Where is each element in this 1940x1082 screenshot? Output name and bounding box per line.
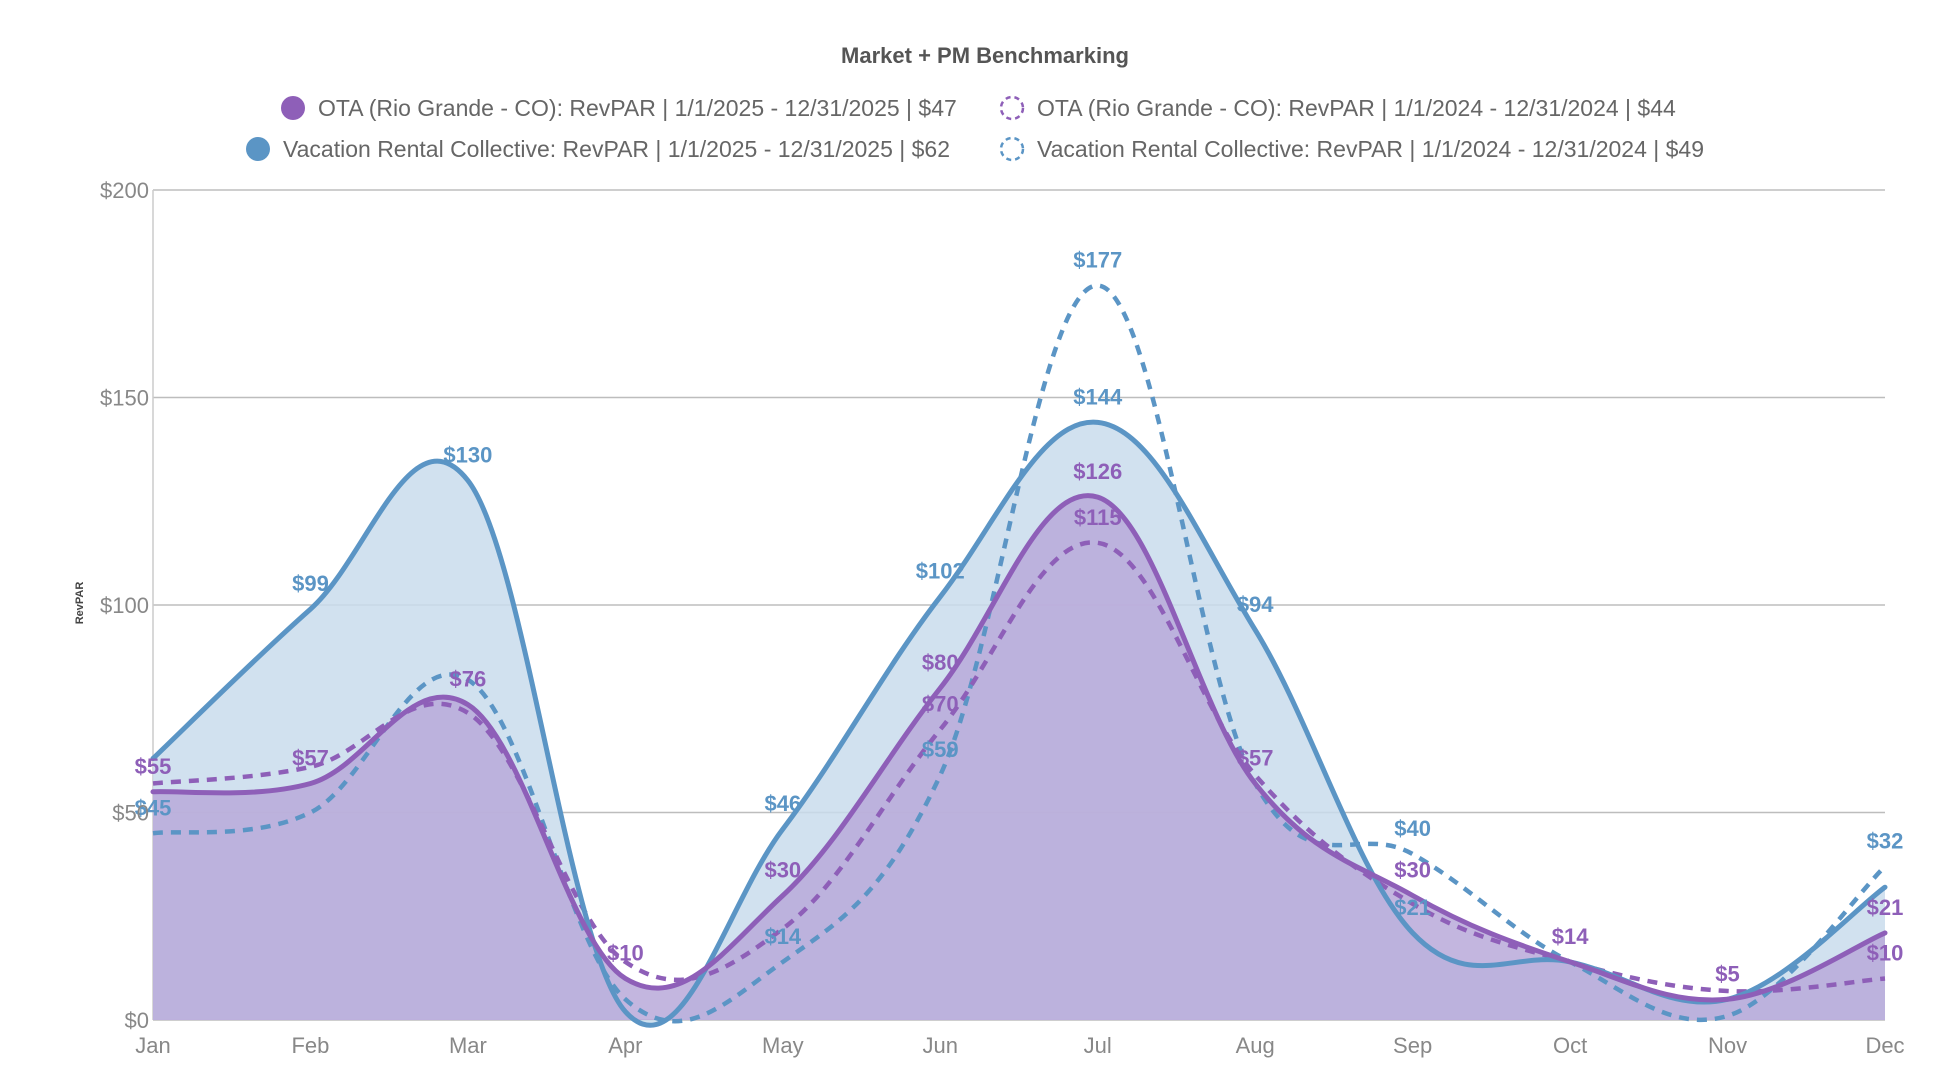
data-label: $94 [1237, 592, 1274, 617]
chart-title: Market + PM Benchmarking [841, 43, 1129, 68]
legend-item[interactable]: OTA (Rio Grande - CO): RevPAR | 1/1/2024… [999, 95, 1676, 121]
x-tick-label: Sep [1393, 1033, 1432, 1058]
area-layer [153, 422, 1885, 1026]
legend-marker [246, 137, 270, 161]
data-label: $10 [1867, 941, 1904, 966]
x-tick-label: Apr [608, 1033, 642, 1058]
x-tick-label: Jan [135, 1033, 170, 1058]
x-tick-label: Nov [1708, 1033, 1747, 1058]
data-label-layer: $45 $14 $59 $177 $40 $32 $99 $130 $46 $102 $144 $94… [135, 247, 1904, 986]
data-label: $32 [1867, 828, 1904, 853]
x-tick-label: Jul [1084, 1033, 1112, 1058]
x-tick-label: May [762, 1033, 804, 1058]
data-label: $57 [1237, 745, 1274, 770]
legend-marker [281, 96, 305, 120]
x-tick-label: Oct [1553, 1033, 1587, 1058]
y-tick-label: $200 [100, 178, 149, 203]
legend-label: OTA (Rio Grande - CO): RevPAR | 1/1/2025… [318, 95, 957, 121]
y-axis-label: RevPAR [74, 582, 86, 625]
x-tick-label: Aug [1236, 1033, 1275, 1058]
y-tick-label: $50 [112, 801, 149, 826]
y-tick-label: $100 [100, 593, 149, 618]
x-tick-label: Dec [1865, 1033, 1904, 1058]
data-label: $5 [1715, 961, 1739, 986]
legend-item[interactable]: Vacation Rental Collective: RevPAR | 1/1… [246, 136, 950, 162]
data-label: $102 [916, 559, 965, 584]
data-label: $144 [1073, 384, 1123, 409]
data-label: $21 [1394, 895, 1431, 920]
data-label: $45 [135, 795, 172, 820]
y-tick-label: $0 [125, 1008, 149, 1033]
data-label: $70 [922, 692, 959, 717]
data-label: $177 [1073, 247, 1122, 272]
data-label: $14 [764, 924, 801, 949]
series-line[interactable] [150, 493, 1888, 1003]
data-label: $130 [443, 443, 492, 468]
data-label: $59 [922, 737, 959, 762]
data-label: $76 [450, 667, 487, 692]
data-label: $80 [922, 650, 959, 675]
series-line[interactable] [150, 419, 1888, 1028]
axis-layer: $0 $50 $100 $150 $200 Jan Feb Mar Apr May Jun Jul Au… [100, 178, 1905, 1058]
data-label: $40 [1394, 816, 1431, 841]
legend-label: Vacation Rental Collective: RevPAR | 1/1… [1037, 136, 1704, 162]
data-label: $46 [764, 791, 801, 816]
data-label: $21 [1867, 895, 1904, 920]
data-label: $10 [607, 941, 644, 966]
data-label: $30 [764, 858, 801, 883]
data-label: $30 [1394, 858, 1431, 883]
x-tick-label: Mar [449, 1033, 487, 1058]
line-layer [150, 283, 1888, 1028]
legend-item[interactable]: Vacation Rental Collective: RevPAR | 1/1… [999, 136, 1704, 162]
y-tick-label: $150 [100, 386, 149, 411]
data-label: $55 [135, 754, 172, 779]
x-tick-label: Feb [291, 1033, 329, 1058]
legend-marker [999, 95, 1025, 121]
series-line[interactable] [152, 283, 1887, 1024]
legend[interactable]: OTA (Rio Grande - CO): RevPAR | 1/1/2025… [246, 95, 1704, 162]
legend-label: OTA (Rio Grande - CO): RevPAR | 1/1/2024… [1037, 95, 1676, 121]
series-area [153, 495, 1885, 1020]
legend-item[interactable]: OTA (Rio Grande - CO): RevPAR | 1/1/2025… [281, 95, 957, 121]
data-label: $126 [1073, 459, 1122, 484]
data-label: $115 [1074, 505, 1122, 530]
data-label: $14 [1552, 924, 1589, 949]
legend-label: Vacation Rental Collective: RevPAR | 1/1… [283, 136, 950, 162]
data-label: $99 [292, 571, 329, 596]
x-tick-label: Jun [923, 1033, 958, 1058]
legend-marker [999, 136, 1025, 162]
data-label: $57 [292, 745, 329, 770]
